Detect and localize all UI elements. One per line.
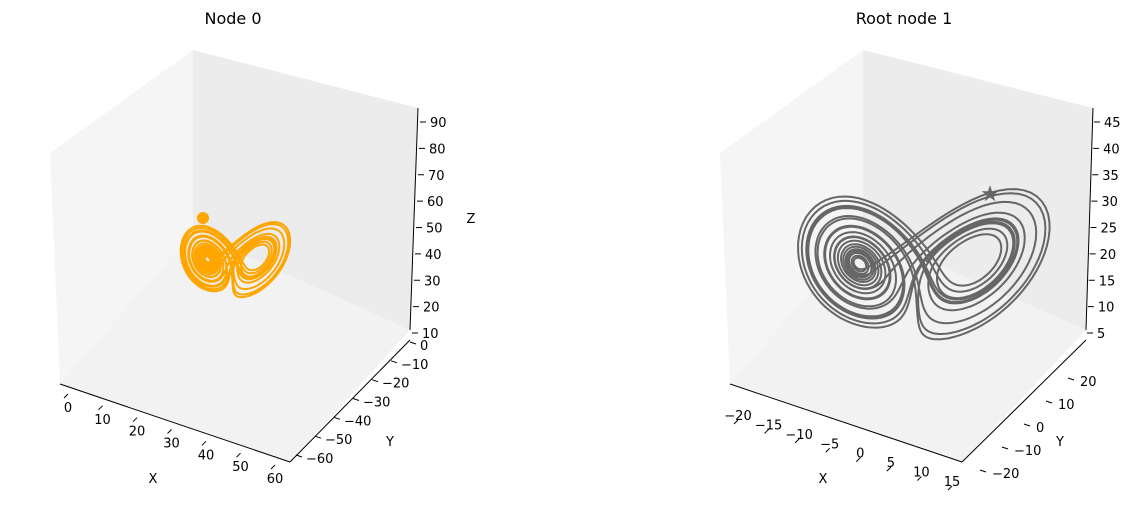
x-tick-mark xyxy=(855,457,861,463)
floor-pane xyxy=(60,232,410,462)
z-tick-label: 30 xyxy=(424,274,441,289)
z-tick-label: 10 xyxy=(422,327,439,342)
y-tick-label: −50 xyxy=(325,433,352,448)
x-tick-mark xyxy=(98,405,103,411)
start-marker xyxy=(197,212,209,224)
x-tick-mark xyxy=(167,429,172,434)
z-tick-label: 5 xyxy=(1097,327,1105,342)
back-pane xyxy=(193,50,418,330)
x-tick-label: 0 xyxy=(64,401,72,416)
x-tick-label: 10 xyxy=(913,466,930,481)
x-tick-label: 50 xyxy=(232,460,249,475)
y-tick-mark xyxy=(1045,400,1053,404)
y-tick-label: 10 xyxy=(1058,398,1075,413)
z-tick-label: 45 xyxy=(1104,116,1121,131)
y-tick-mark xyxy=(409,341,417,345)
z-tick-label: 35 xyxy=(1102,169,1119,184)
z-tick-label: 15 xyxy=(1099,274,1116,289)
z-tick-label: 80 xyxy=(429,142,446,157)
z-tick-label: 40 xyxy=(1103,142,1120,157)
y-tick-mark xyxy=(333,416,341,420)
x-tick-label: 30 xyxy=(163,437,180,452)
x-tick-mark xyxy=(917,476,922,481)
y-axis-label: Y xyxy=(385,435,394,450)
z-tick-label: 50 xyxy=(426,222,443,237)
y-tick-label: −10 xyxy=(1014,444,1041,459)
start-star-marker: ★ xyxy=(980,182,1000,207)
z-tick-label: 20 xyxy=(1100,248,1117,263)
series-line-root-node-1 xyxy=(797,188,1051,341)
left-pane xyxy=(50,50,193,384)
z-tick-label: 40 xyxy=(425,248,442,263)
y-tick-label: −40 xyxy=(344,414,371,429)
y-tick-mark xyxy=(1001,446,1009,450)
x-tick-mark xyxy=(825,447,831,453)
x-tick-label: 20 xyxy=(129,425,146,440)
x-tick-label: −20 xyxy=(724,409,751,424)
series-line-node-0 xyxy=(179,221,292,299)
x-tick-label: 10 xyxy=(94,413,111,428)
x-tick-label: 40 xyxy=(198,448,215,463)
y-tick-label: −20 xyxy=(992,467,1019,482)
x-axis-label: X xyxy=(819,472,828,487)
y-tick-label: 0 xyxy=(420,339,428,354)
y-tick-mark xyxy=(390,360,398,364)
x-axis-label: X xyxy=(149,472,158,487)
x-tick-mark xyxy=(236,452,241,458)
y-tick-mark xyxy=(295,454,303,458)
x-tick-mark xyxy=(764,429,769,434)
z-tick-label: 30 xyxy=(1101,195,1118,210)
x-tick-label: 15 xyxy=(944,475,961,490)
x-tick-mark xyxy=(947,485,953,491)
x-tick-mark xyxy=(733,419,739,425)
y-tick-mark xyxy=(1023,423,1031,427)
z-axis-label: Z xyxy=(467,212,476,227)
z-tick-label: 70 xyxy=(428,169,445,184)
left-pane xyxy=(720,50,863,384)
y-tick-mark xyxy=(314,435,322,439)
chart-title-node-0: Node 0 xyxy=(204,9,261,28)
y-tick-label: −10 xyxy=(401,358,428,373)
y-tick-mark xyxy=(1067,377,1075,381)
x-tick-label: −10 xyxy=(785,428,812,443)
x-tick-mark xyxy=(270,464,276,470)
z-tick-label: 25 xyxy=(1101,222,1118,237)
y-axis-label: Y xyxy=(1055,435,1064,450)
y-tick-mark xyxy=(371,379,379,383)
z-tick-label: 60 xyxy=(427,195,444,210)
x-tick-mark xyxy=(132,417,138,423)
z-tick-label: 90 xyxy=(430,116,447,131)
x-tick-label: 5 xyxy=(887,456,895,471)
z-tick-label: 20 xyxy=(423,301,440,316)
y-tick-label: 20 xyxy=(1080,375,1097,390)
y-tick-label: −30 xyxy=(363,396,390,411)
x-tick-label: 60 xyxy=(267,472,284,487)
x-tick-mark xyxy=(886,466,892,472)
chart-title-root-node-1: Root node 1 xyxy=(856,9,953,28)
y-tick-mark xyxy=(979,469,987,473)
x-tick-mark xyxy=(201,440,207,446)
x-tick-label: 0 xyxy=(856,447,864,462)
x-tick-mark xyxy=(63,393,69,399)
y-tick-label: −20 xyxy=(382,377,409,392)
back-pane xyxy=(863,50,1093,330)
z-tick-label: 10 xyxy=(1098,301,1115,316)
y-tick-label: −60 xyxy=(306,452,333,467)
y-tick-label: 0 xyxy=(1036,421,1044,436)
x-tick-label: −15 xyxy=(755,418,782,433)
x-tick-label: −5 xyxy=(820,437,839,452)
y-tick-mark xyxy=(352,398,360,401)
x-tick-mark xyxy=(794,438,800,444)
